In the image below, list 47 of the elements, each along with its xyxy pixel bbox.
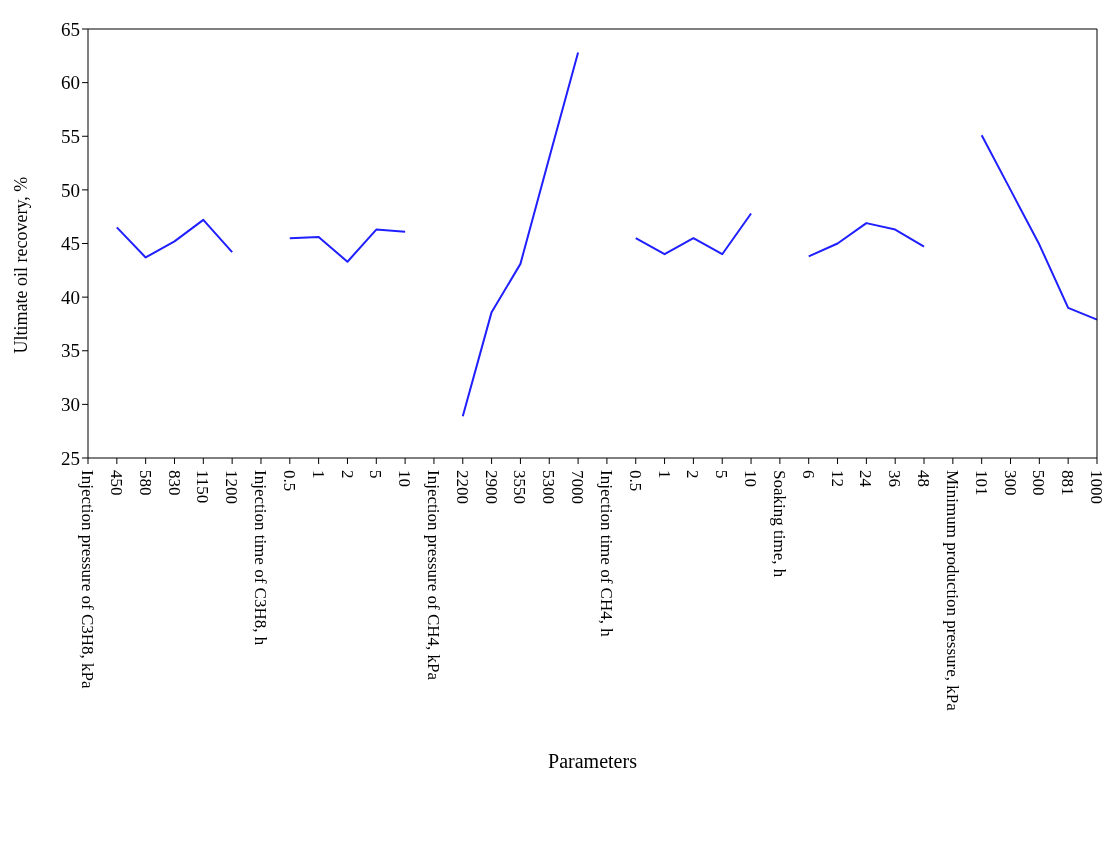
x-tick-label: 3550 [510,470,530,504]
x-tick-label: 300 [1000,470,1020,496]
x-tick-label: 1000 [1087,470,1107,504]
x-tick-label: 2900 [481,470,501,504]
x-tick-label: 2200 [452,470,472,504]
x-tick-label: 580 [135,470,155,496]
x-tick-label: Injection pressure of C3H8, kPa [78,470,98,690]
y-axis-title: Ultimate oil recovery, % [11,176,32,354]
x-tick-label: Injection time of C3H8, h [251,470,271,646]
x-tick-label: 5 [712,470,732,479]
x-tick-label: Minimum production pressure, kPa [942,470,962,712]
y-tick-label: 40 [61,286,80,308]
y-tick-label: 35 [61,340,80,362]
x-tick-label: 7000 [568,470,588,504]
x-tick-label: 1 [654,470,674,479]
x-axis-title: Parameters [548,750,638,772]
x-tick-label: 2 [683,470,703,479]
x-tick-label: 101 [971,470,991,496]
x-tick-label: 10 [741,470,761,487]
x-tick-label: 24 [856,470,876,488]
y-tick-label: 55 [61,125,80,147]
y-tick-label: 60 [61,72,80,94]
y-tick-label: 30 [61,394,80,416]
x-tick-label: 36 [885,470,905,487]
x-tick-label: Injection time of CH4, h [596,470,616,638]
y-tick-label: 25 [61,447,80,469]
x-tick-label: 12 [827,470,847,487]
x-tick-label: Injection pressure of CH4, kPa [423,470,443,681]
x-tick-label: 881 [1058,470,1078,496]
x-tick-label: 5300 [539,470,559,504]
y-tick-label: 50 [61,179,80,201]
x-tick-label: 1 [308,470,328,479]
x-tick-label: 0.5 [279,470,299,492]
x-tick-label: 500 [1029,470,1049,496]
x-tick-label: 10 [395,470,415,487]
x-tick-label: 2 [337,470,357,479]
x-tick-label: 830 [164,470,184,496]
x-tick-label: 450 [106,470,126,496]
x-tick-label: 6 [798,470,818,479]
y-tick-label: 45 [61,233,80,255]
x-tick-label: 5 [366,470,386,479]
x-tick-label: 0.5 [625,470,645,492]
x-tick-label: 1200 [222,470,242,504]
y-tick-label: 65 [61,18,80,40]
x-tick-label: 1150 [193,470,213,504]
x-tick-label: 48 [914,470,934,487]
x-tick-label: Soaking time, h [769,470,789,578]
